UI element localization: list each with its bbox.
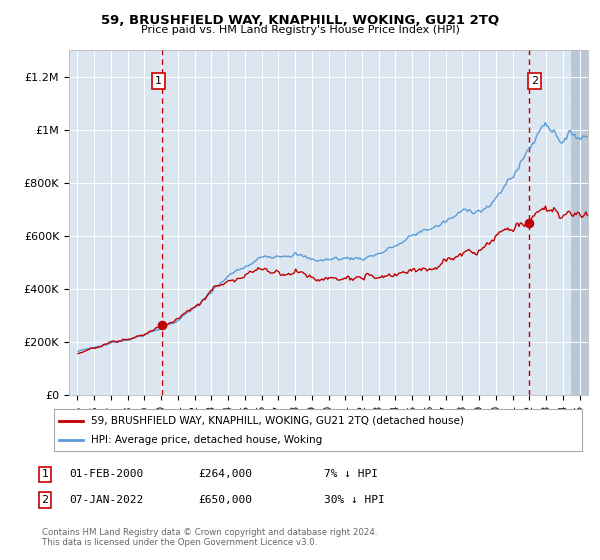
Text: 1: 1 <box>155 76 162 86</box>
Text: Contains HM Land Registry data © Crown copyright and database right 2024.
This d: Contains HM Land Registry data © Crown c… <box>42 528 377 547</box>
Text: 30% ↓ HPI: 30% ↓ HPI <box>324 495 385 505</box>
Text: £650,000: £650,000 <box>198 495 252 505</box>
Text: 7% ↓ HPI: 7% ↓ HPI <box>324 469 378 479</box>
Text: 1: 1 <box>41 469 49 479</box>
Bar <box>571 50 596 395</box>
Text: 59, BRUSHFIELD WAY, KNAPHILL, WOKING, GU21 2TQ (detached house): 59, BRUSHFIELD WAY, KNAPHILL, WOKING, GU… <box>91 416 464 426</box>
Text: Price paid vs. HM Land Registry's House Price Index (HPI): Price paid vs. HM Land Registry's House … <box>140 25 460 35</box>
Text: 2: 2 <box>41 495 49 505</box>
Text: 2: 2 <box>531 76 538 86</box>
Text: £264,000: £264,000 <box>198 469 252 479</box>
Point <box>158 320 167 329</box>
Text: 01-FEB-2000: 01-FEB-2000 <box>69 469 143 479</box>
Text: HPI: Average price, detached house, Woking: HPI: Average price, detached house, Woki… <box>91 435 322 445</box>
Text: 07-JAN-2022: 07-JAN-2022 <box>69 495 143 505</box>
Text: 59, BRUSHFIELD WAY, KNAPHILL, WOKING, GU21 2TQ: 59, BRUSHFIELD WAY, KNAPHILL, WOKING, GU… <box>101 14 499 27</box>
Point <box>524 218 534 227</box>
